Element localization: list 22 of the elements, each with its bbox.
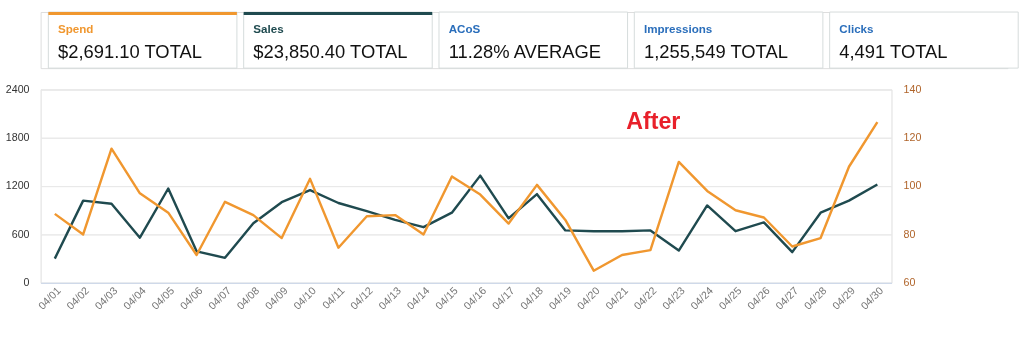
line-series [53,174,879,260]
text: ACoS [448,22,481,36]
y2-tick-label: 120 [903,131,922,144]
y2-tick-label: 100 [903,179,922,192]
y2-tick-label: 60 [903,276,916,289]
text: 4,491 TOTAL [839,41,948,63]
text: $23,850.40 TOTAL [253,41,408,63]
text: Clicks [839,22,874,36]
annotation: After [626,108,681,135]
y-tick-label: 1800 [5,131,30,144]
y-tick-label: 600 [11,227,30,240]
text: 1,255,549 TOTAL [643,41,788,63]
y2-tick-label: 140 [903,82,922,95]
y-tick-label: 2400 [5,82,30,95]
text: Spend [58,22,94,36]
text: Sales [253,22,284,36]
y2-tick-label: 80 [903,227,916,240]
text: 11.28% AVERAGE [448,41,602,63]
text: $2,691.10 TOTAL [58,41,202,63]
y-tick-label: 1200 [5,179,30,192]
text: Impressions [643,22,713,36]
y-tick-label: 0 [23,276,30,289]
